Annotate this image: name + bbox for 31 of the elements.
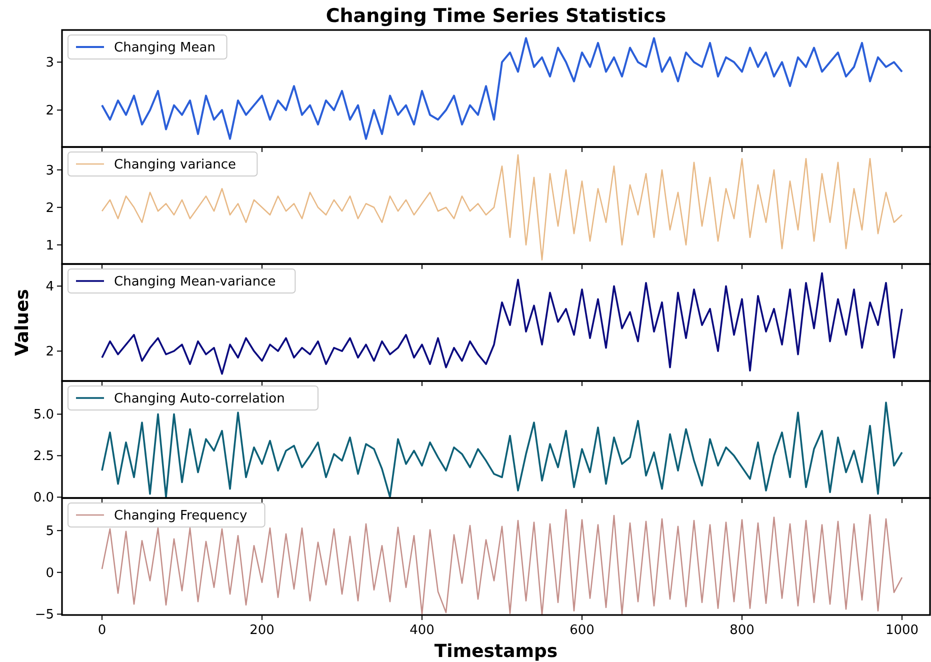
legend-label: Changing variance	[114, 158, 236, 173]
x-tick-label: 0	[98, 623, 106, 638]
y-tick-label: 1	[46, 238, 54, 254]
legend-label: Changing Mean	[114, 40, 216, 56]
y-tick-label: 2	[46, 200, 54, 216]
x-tick-label: 600	[570, 623, 594, 638]
y-tick-label: 5	[46, 524, 54, 540]
legend-label: Changing Frequency	[114, 508, 248, 524]
line-series	[101, 154, 903, 261]
y-tick-label: −5	[34, 608, 54, 623]
y-tick-label: 0	[46, 566, 54, 581]
x-tick-label: 800	[730, 623, 754, 638]
chart-title: Changing Time Series Statistics	[326, 5, 666, 27]
y-tick-label: 2	[46, 344, 54, 360]
x-tick-label: 1000	[885, 623, 919, 638]
y-tick-label: 4	[46, 280, 54, 295]
line-series	[101, 272, 903, 375]
y-tick-label: 2	[46, 104, 54, 119]
x-axis-title: Timestamps	[434, 641, 558, 662]
x-tick-label: 200	[250, 623, 274, 638]
line-series	[101, 509, 903, 616]
line-series	[101, 37, 903, 140]
y-tick-label: 3	[46, 56, 54, 71]
legend-label: Changing Auto-correlation	[114, 392, 285, 407]
legend-label: Changing Mean-variance	[114, 274, 276, 290]
y-axis-title: Values	[12, 289, 33, 356]
y-tick-label: 3	[46, 163, 54, 178]
x-tick-label: 400	[410, 623, 434, 638]
y-tick-label: 5.0	[33, 408, 54, 423]
y-tick-label: 0.0	[33, 490, 54, 506]
y-tick-label: 2.5	[33, 449, 54, 464]
